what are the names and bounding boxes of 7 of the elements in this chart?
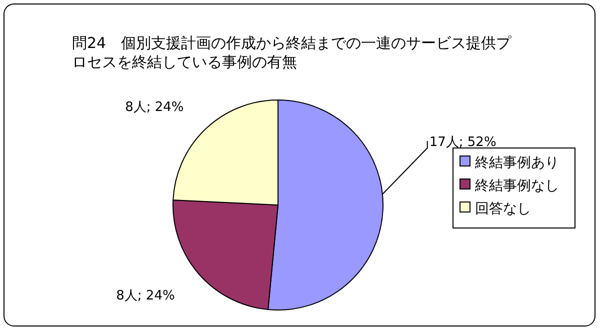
legend-label: 回答なし (475, 201, 531, 217)
legend-label: 終結事例あり (474, 155, 559, 171)
data-label: 17人; 52% (429, 135, 496, 150)
data-label: 8人; 24% (125, 100, 184, 116)
legend-label: 終結事例なし (474, 178, 559, 194)
data-label: 8人; 24% (116, 288, 175, 304)
chart-title: 問24 個別支援計画の作成から終結までの一連のサービス提供プロセスを終結している事例の有無 (72, 34, 512, 71)
